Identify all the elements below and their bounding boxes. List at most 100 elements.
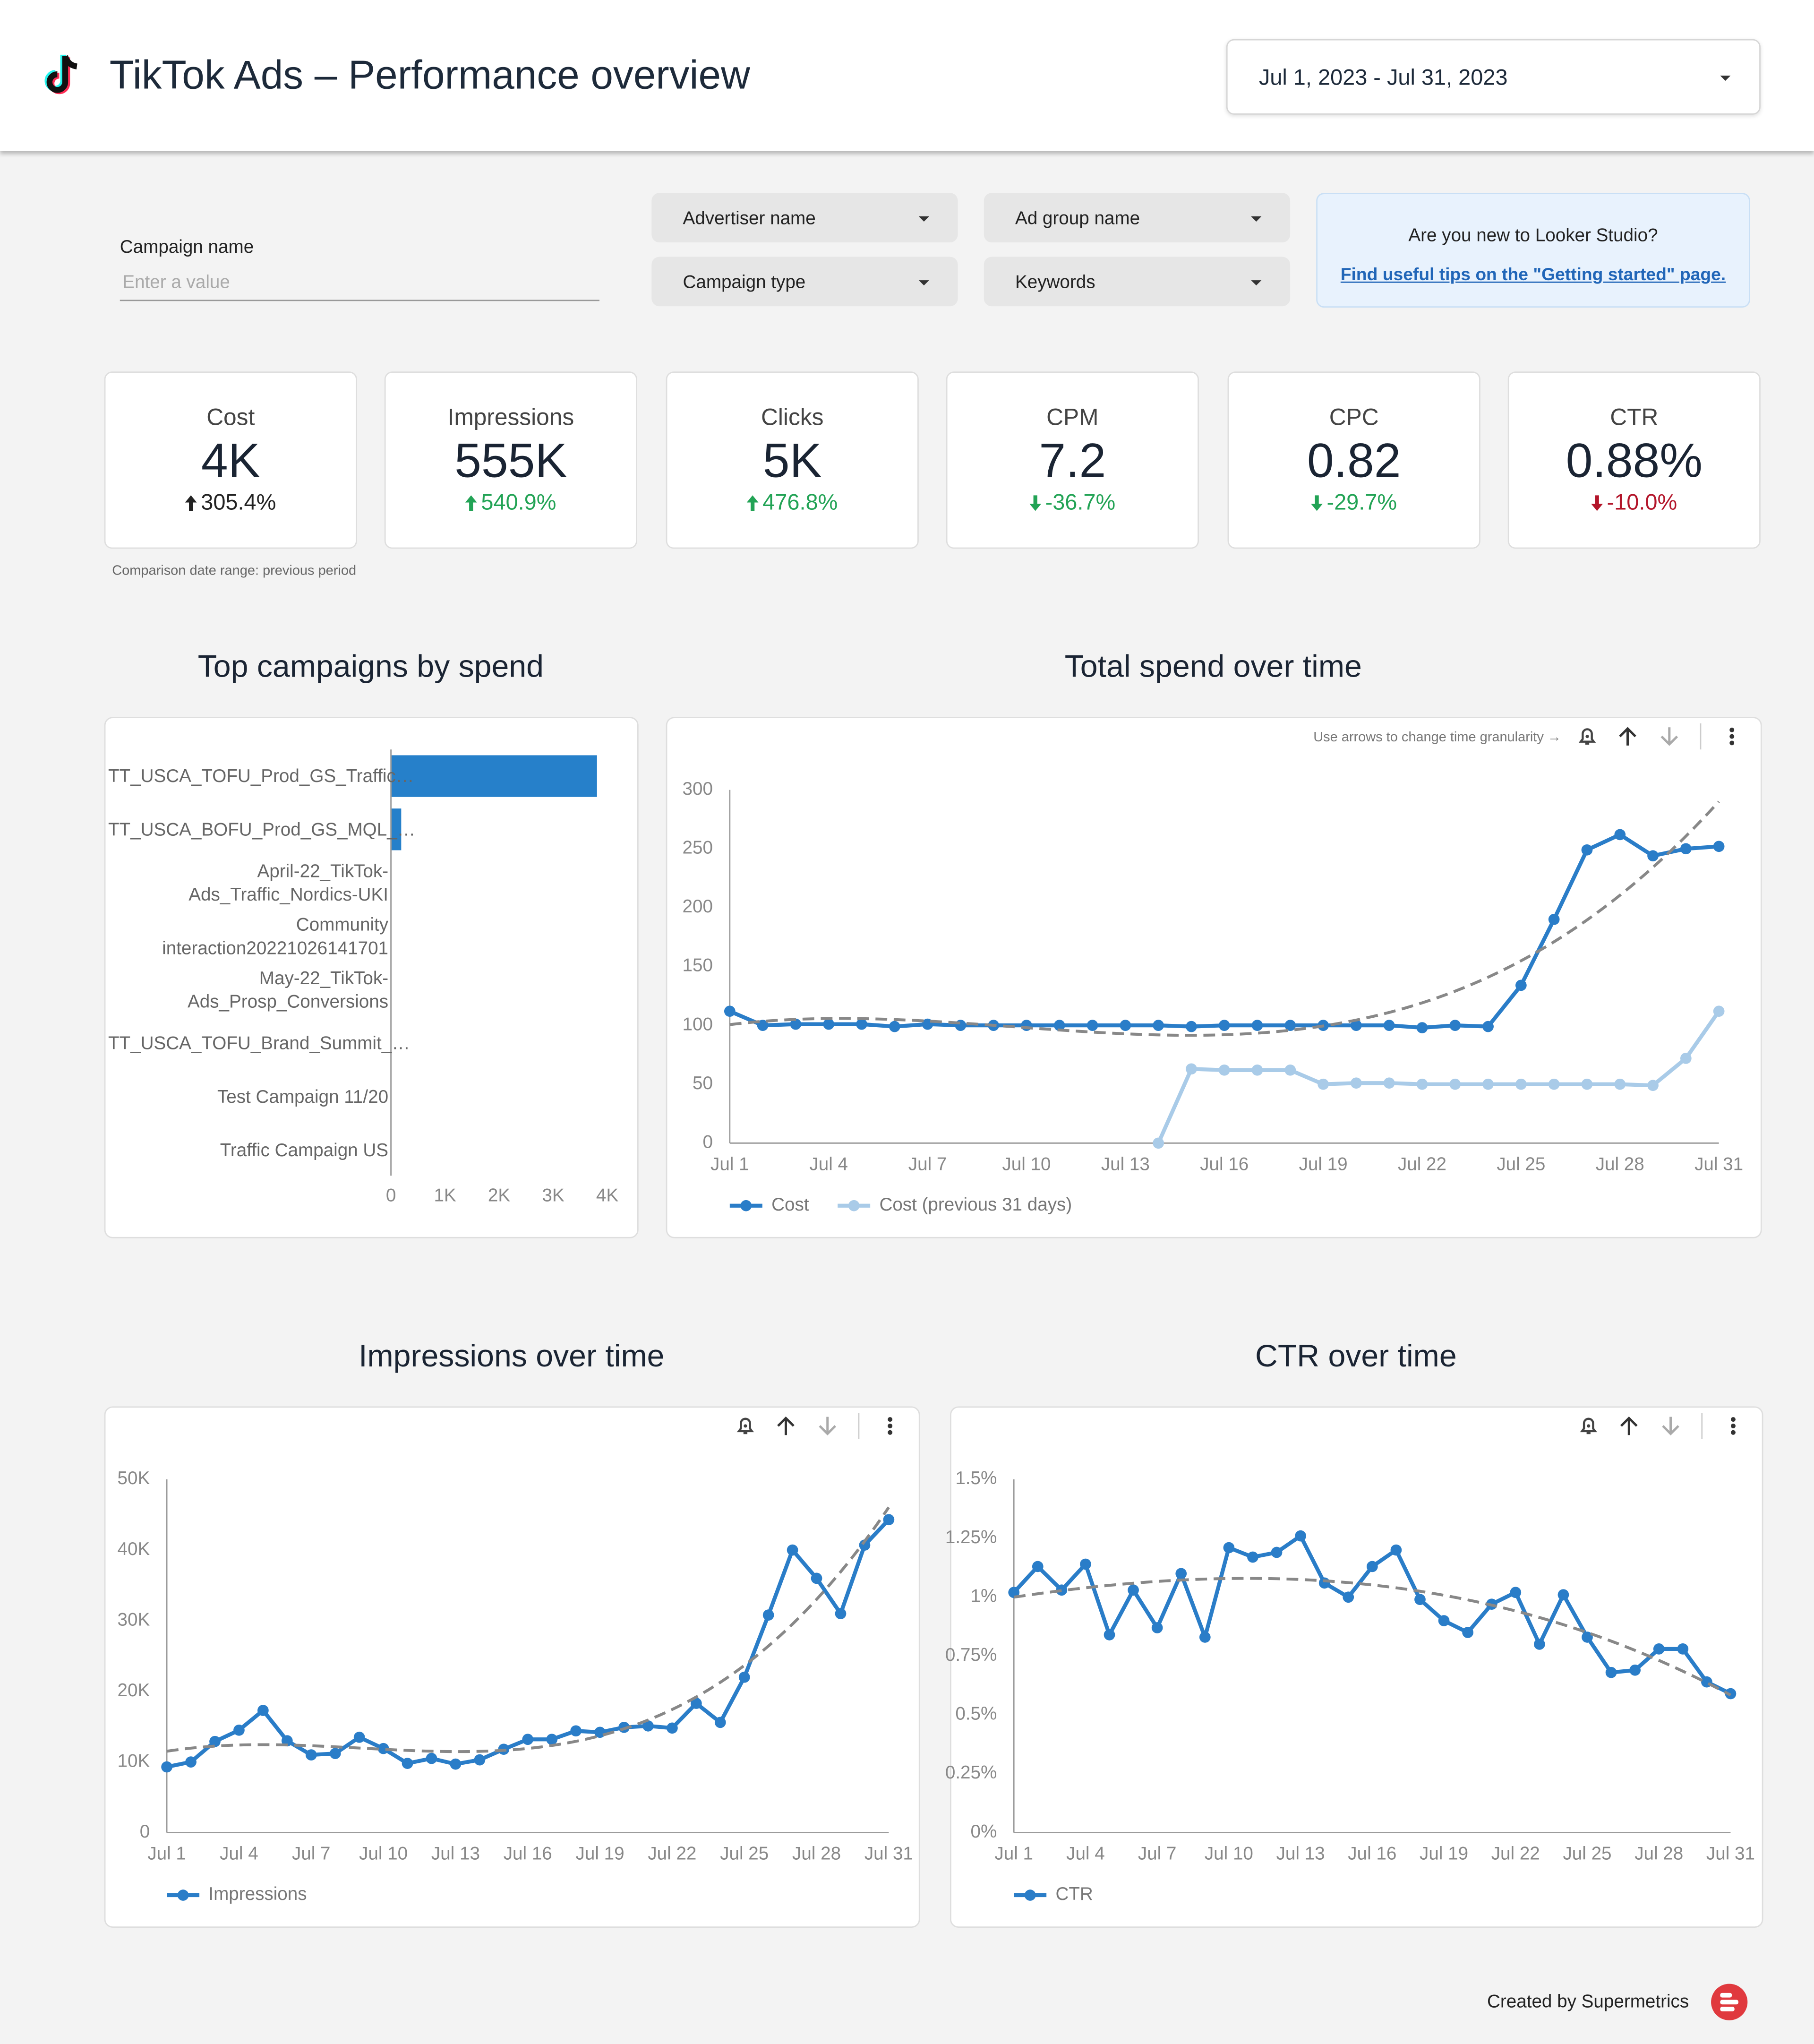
y-category-label: TT_USCA_BOFU_Prod_GS_MQL_…: [108, 819, 416, 840]
y-category-label: Test Campaign 11/20: [217, 1085, 389, 1107]
legend-label: Impressions: [208, 1884, 307, 1904]
data-point: [1295, 1530, 1306, 1542]
bar: [391, 808, 402, 850]
y-category-label: Traffic Campaign US: [220, 1138, 389, 1159]
x-tick-label: Jul 13: [431, 1844, 480, 1864]
x-tick-label: Jul 4: [809, 1154, 848, 1174]
data-point: [823, 1018, 835, 1030]
dropdown-caret: [1251, 280, 1262, 286]
drill-down-icon[interactable]: [819, 1417, 837, 1435]
scorecard-value: 0.88%: [1566, 434, 1703, 488]
data-point: [1647, 1080, 1659, 1091]
data-point: [1104, 1629, 1115, 1640]
data-point: [889, 1021, 900, 1032]
data-point: [856, 1018, 867, 1030]
data-point: [1581, 844, 1593, 856]
data-point: [1284, 1064, 1296, 1076]
scorecard-label: CTR: [1610, 404, 1659, 430]
trendline: [729, 800, 1720, 1037]
x-tick-label: 4K: [596, 1185, 618, 1206]
data-point: [1482, 1021, 1494, 1032]
data-point: [1247, 1551, 1258, 1563]
chart-card: [950, 1406, 1763, 1928]
more-menu[interactable]: [888, 1417, 893, 1435]
chart-title: Total spend over time: [1065, 649, 1362, 684]
alert-icon[interactable]: [1580, 1417, 1597, 1434]
x-tick-label: Jul 22: [1398, 1154, 1446, 1174]
y-tick-label: 300: [683, 779, 713, 799]
scorecard-change: 305.4%: [105, 490, 356, 516]
legend-marker: [177, 1889, 189, 1901]
icon-shape: [1729, 740, 1735, 746]
scorecard-change: -36.7%: [948, 490, 1198, 516]
campaign-input[interactable]: Enter a value: [120, 271, 599, 301]
icon-shape: [888, 1417, 893, 1422]
alert-icon[interactable]: [1578, 728, 1596, 745]
info-link[interactable]: Find useful tips on the "Getting started…: [1340, 265, 1726, 284]
more-menu[interactable]: [1731, 1417, 1736, 1435]
data-point: [1383, 1077, 1395, 1089]
y-tick-label: 50K: [118, 1468, 150, 1488]
data-point: [1383, 1020, 1395, 1031]
arrow-shape: [747, 495, 759, 511]
change-value: -10.0%: [1607, 490, 1677, 515]
y-tick-label: 0%: [971, 1821, 997, 1842]
y-tick-label: 1.25%: [945, 1527, 997, 1547]
data-point: [1390, 1544, 1402, 1556]
x-tick-label: Jul 1: [994, 1844, 1033, 1864]
data-point: [1653, 1643, 1665, 1655]
scorecard-change: -29.7%: [1229, 490, 1479, 516]
supermetrics-logo: [1711, 1984, 1748, 2020]
data-point: [1186, 1063, 1197, 1075]
y-tick-label: 0: [140, 1821, 150, 1842]
data-point: [1151, 1622, 1163, 1633]
scorecard: Clicks 5K 476.8%: [666, 371, 919, 549]
data-point: [1680, 1053, 1692, 1064]
data-point: [1713, 841, 1725, 852]
data-point: [1351, 1020, 1362, 1031]
drill-up-icon[interactable]: [777, 1416, 795, 1435]
data-point: [450, 1758, 462, 1770]
dropdown[interactable]: Keywords: [984, 257, 1291, 307]
data-point: [1416, 1022, 1428, 1033]
data-point: [1318, 1078, 1329, 1090]
icon-shape: [736, 1417, 754, 1434]
dropdown[interactable]: Campaign type: [651, 257, 958, 307]
y-tick-label: 250: [683, 838, 713, 858]
data-point: [1614, 1078, 1626, 1090]
data-point: [1366, 1561, 1378, 1572]
footer-credit: Created by Supermetrics: [1487, 1990, 1689, 2011]
legend-marker: [1024, 1889, 1036, 1901]
dropdown-caret: [1251, 216, 1262, 222]
drill-down-icon[interactable]: [1662, 1417, 1679, 1435]
data-point: [1629, 1664, 1641, 1676]
dropdown[interactable]: Ad group name: [984, 193, 1291, 243]
x-tick-label: Jul 31: [1694, 1154, 1743, 1174]
dropdown-caret: [1720, 76, 1731, 81]
date-range-picker[interactable]: Jul 1, 2023 - Jul 31, 2023: [1226, 39, 1761, 115]
x-tick-label: Jul 22: [1491, 1844, 1540, 1864]
data-point: [1056, 1584, 1068, 1596]
chart-card: [104, 717, 639, 1238]
x-tick-label: Jul 16: [504, 1844, 552, 1864]
drill-up-icon[interactable]: [1619, 727, 1636, 746]
data-point: [1449, 1020, 1461, 1031]
x-tick-label: Jul 7: [908, 1154, 947, 1174]
x-tick-label: 0: [386, 1185, 396, 1206]
scorecard-value: 555K: [454, 434, 567, 488]
y-category-label: May-22_TikTok-Ads_Prosp_Conversions: [187, 967, 389, 1012]
dropdown[interactable]: Advertiser name: [651, 193, 958, 243]
alert-icon[interactable]: [736, 1417, 754, 1434]
data-point: [1557, 1589, 1569, 1601]
data-point: [1120, 1020, 1131, 1031]
more-menu[interactable]: [1729, 727, 1735, 746]
drill-up-icon[interactable]: [1620, 1416, 1638, 1435]
data-point: [642, 1720, 654, 1732]
chart-title: Impressions over time: [359, 1339, 664, 1374]
data-point: [1318, 1577, 1330, 1589]
drill-down-icon[interactable]: [1660, 727, 1678, 746]
y-tick-label: 10K: [118, 1751, 150, 1771]
data-point: [757, 1020, 769, 1031]
y-tick-label: 50: [693, 1073, 713, 1093]
